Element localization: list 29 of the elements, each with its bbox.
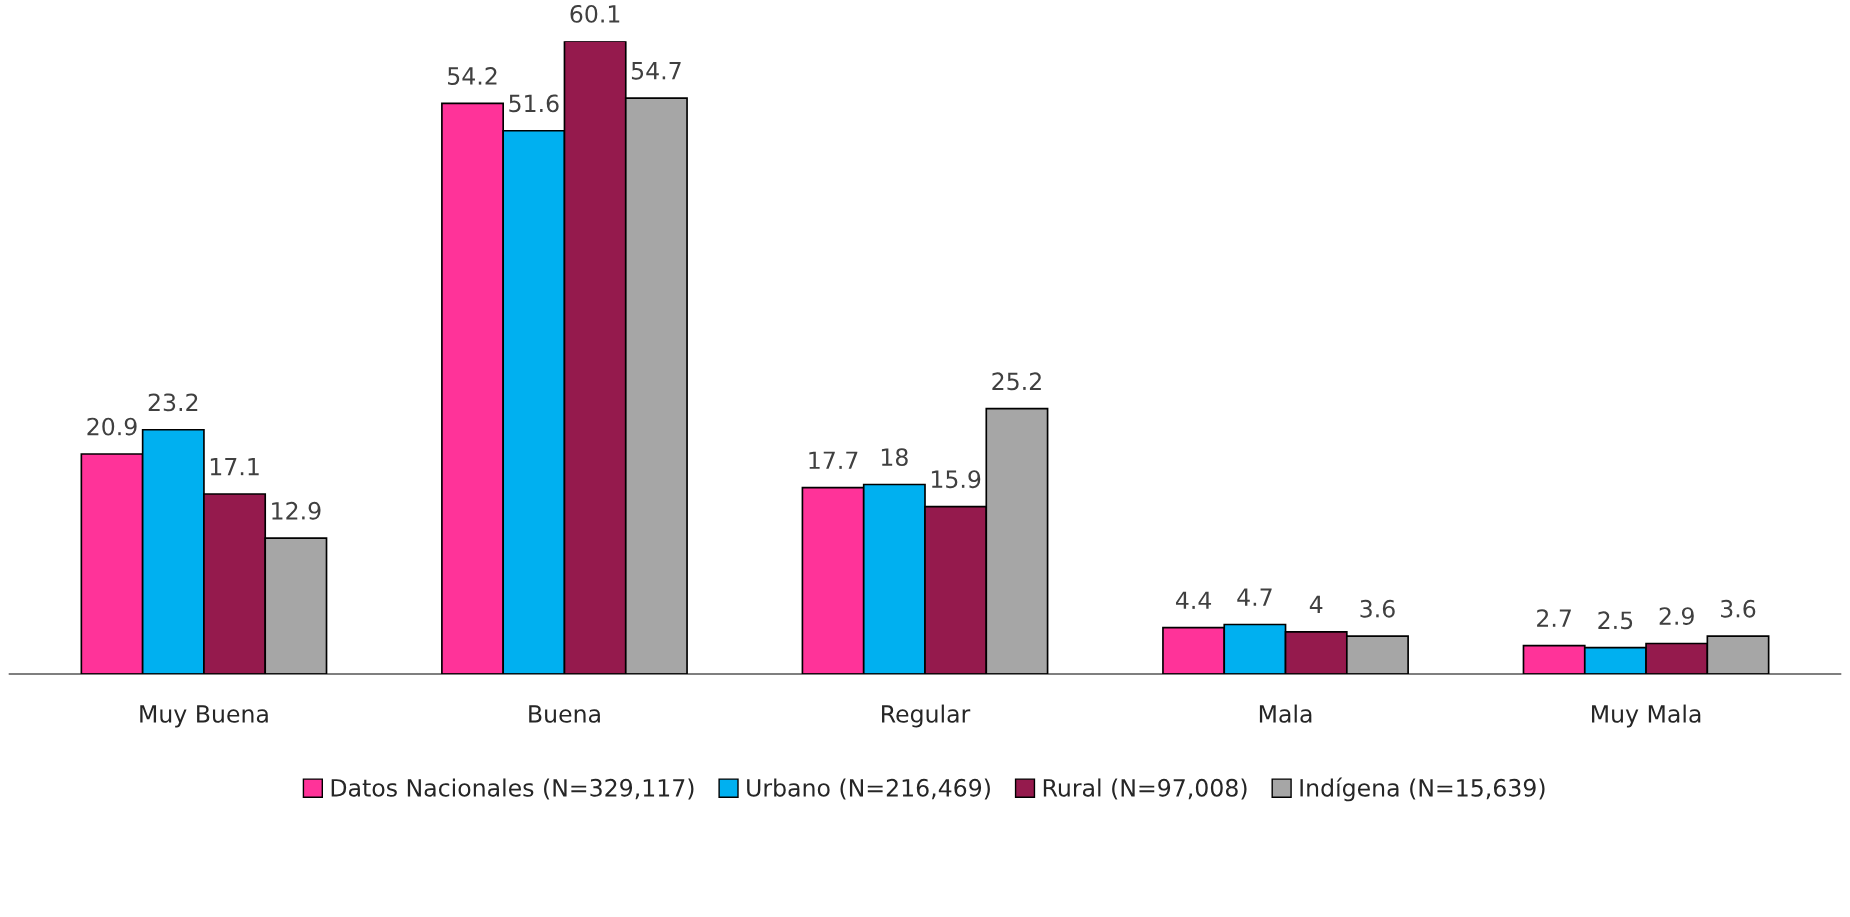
data-label: 60.1 [570, 4, 620, 23]
data-label: 3.6 [1721, 599, 1756, 618]
data-label: 17.7 [809, 451, 858, 469]
legend-label: Datos Nacionales (N=329,117) [331, 778, 694, 800]
data-label: 12.9 [272, 501, 321, 520]
x-tick-label: Muy Buena [140, 705, 268, 728]
data-label: 4 [1309, 595, 1323, 614]
data-label: 4.4 [1175, 591, 1212, 609]
data-label: 18 [881, 448, 908, 467]
x-tick-label: Buena [529, 705, 600, 723]
data-label: 25.2 [992, 372, 1041, 391]
data-label: 3.6 [1360, 599, 1395, 618]
data-label: 2.9 [1659, 607, 1694, 625]
legend-label: Indígena (N=15,639) [1300, 777, 1545, 802]
data-label: 23.2 [148, 393, 198, 412]
x-tick-label: Regular [882, 704, 971, 728]
data-label: 17.1 [210, 457, 259, 476]
data-label: 2.7 [1537, 609, 1571, 627]
data-label: 54.7 [631, 62, 681, 80]
data-label: 15.9 [931, 470, 981, 489]
data-label: 54.2 [448, 67, 497, 85]
legend-label: Urbano (N=216,469) [747, 778, 990, 800]
data-label: 51.6 [509, 94, 559, 113]
data-label: 20.9 [87, 417, 137, 436]
legend-label: Rural (N=97,008) [1043, 778, 1247, 800]
data-label: 4.7 [1237, 588, 1272, 606]
x-tick-label: Mala [1259, 704, 1312, 723]
data-label: 2.5 [1598, 611, 1633, 630]
x-tick-label: Muy Mala [1592, 704, 1701, 728]
